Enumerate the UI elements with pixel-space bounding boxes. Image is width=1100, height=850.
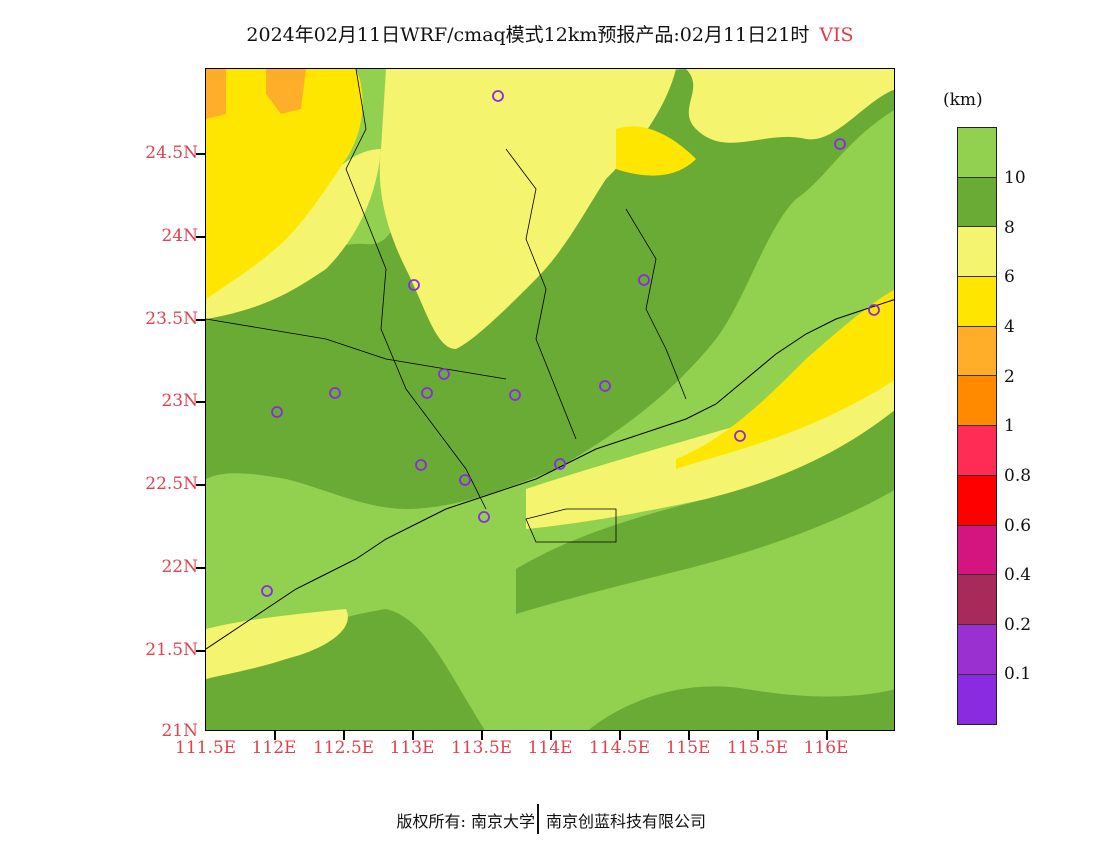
lat-tick: [196, 567, 205, 569]
colorbar-segment: [958, 277, 996, 327]
colorbar-segment: [958, 674, 996, 725]
boundary-line-2: [505, 148, 577, 440]
title-variable: VIS: [819, 24, 854, 46]
lon-label-114.5E: 114.5E: [589, 738, 651, 758]
footer-company: 南京创蓝科技有限公司: [546, 812, 707, 831]
title-text: 2024年02月11日WRF/cmaq模式12km预报产品:02月11日21时: [246, 24, 810, 46]
vis-region-8-10-south: [516, 410, 894, 614]
lat-tick: [196, 319, 205, 321]
colorbar-label-0.6: 0.6: [1004, 516, 1032, 536]
colorbar-label-0.8: 0.8: [1004, 466, 1032, 486]
boundary-line-1: [345, 69, 487, 510]
colorbar-segment: [958, 575, 996, 625]
colorbar-label-4: 4: [1004, 317, 1015, 337]
lat-label-23N: 23N: [161, 391, 198, 411]
vis-region-8-10-bottomright: [588, 686, 894, 730]
boundary-box: [525, 508, 617, 543]
colorbar-segment: [958, 624, 996, 675]
lat-label-21N: 21N: [161, 721, 198, 741]
colorbar-label-1: 1: [1004, 416, 1015, 436]
lat-label-24.5N: 24.5N: [145, 143, 198, 163]
colorbar-segment: [958, 426, 996, 476]
lon-tick: [481, 731, 483, 740]
lon-label-115E: 115E: [665, 738, 711, 758]
lat-label-21.5N: 21.5N: [145, 640, 198, 660]
vis-region-8-10-center: [206, 69, 894, 509]
colorbar-label-0.1: 0.1: [1004, 664, 1032, 684]
vis-region-4-6-east: [676, 290, 894, 469]
footer-copyright: 版权所有: 南京大学: [396, 812, 535, 831]
vis-region-4-6-north: [616, 126, 696, 176]
lat-label-23.5N: 23.5N: [145, 309, 198, 329]
map-title: 2024年02月11日WRF/cmaq模式12km预报产品:02月11日21时 V…: [0, 20, 1100, 47]
lon-label-114E: 114E: [527, 738, 573, 758]
colorbar-unit: (km): [943, 90, 983, 110]
colorbar-label-0.4: 0.4: [1004, 565, 1032, 585]
lat-label-22N: 22N: [161, 557, 198, 577]
vis-region-6-8-mid: [379, 69, 676, 349]
colorbar-label-2: 2: [1004, 367, 1015, 387]
lon-tick: [688, 731, 690, 740]
lon-label-112E: 112E: [251, 738, 297, 758]
lon-label-113.5E: 113.5E: [451, 738, 513, 758]
lon-tick: [757, 731, 759, 740]
lon-tick: [274, 731, 276, 740]
boundary-line-3: [625, 208, 687, 400]
vis-region-6-8-coast: [526, 350, 894, 529]
lon-label-115.5E: 115.5E: [727, 738, 789, 758]
colorbar-segment: [958, 227, 996, 278]
colorbar-segment: [958, 177, 996, 228]
lat-tick: [196, 153, 205, 155]
lat-tick: [196, 236, 205, 238]
vis-region-6-8-bottomleft: [206, 609, 348, 679]
station-markers: [261, 90, 880, 597]
boundary-line-4: [206, 318, 507, 380]
lon-label-116E: 116E: [803, 738, 849, 758]
vis-region-2-4-topleft: [206, 69, 226, 119]
footer-separator: [537, 804, 539, 834]
lon-tick: [412, 731, 414, 740]
vis-region-6-8-west: [206, 149, 381, 319]
lon-tick: [826, 731, 828, 740]
lon-tick: [343, 731, 345, 740]
colorbar-segment: [958, 475, 996, 526]
colorbar-label-6: 6: [1004, 267, 1015, 287]
colorbar-segment: [958, 128, 996, 178]
lon-tick: [550, 731, 552, 740]
colorbar-segment: [958, 525, 996, 576]
colorbar-label-10: 10: [1004, 168, 1026, 188]
lat-tick: [196, 650, 205, 652]
lon-label-112.5E: 112.5E: [313, 738, 375, 758]
lat-label-24N: 24N: [161, 226, 198, 246]
map-canvas: [206, 69, 894, 730]
lat-tick: [196, 484, 205, 486]
coastline: [206, 299, 894, 650]
lat-label-22.5N: 22.5N: [145, 474, 198, 494]
vis-region-6-8-north: [206, 69, 894, 143]
colorbar-label-8: 8: [1004, 218, 1015, 238]
vis-region-4-6-northwest: [206, 69, 363, 299]
lon-label-113E: 113E: [389, 738, 435, 758]
vis-region-2-4-top: [266, 69, 306, 114]
colorbar-segment: [958, 376, 996, 427]
colorbar-segment: [958, 326, 996, 377]
colorbar: [957, 127, 997, 726]
colorbar-label-0.2: 0.2: [1004, 615, 1032, 635]
lat-tick: [196, 401, 205, 403]
visibility-map: [205, 68, 895, 731]
lon-tick: [619, 731, 621, 740]
lon-label-111.5E: 111.5E: [175, 738, 237, 758]
